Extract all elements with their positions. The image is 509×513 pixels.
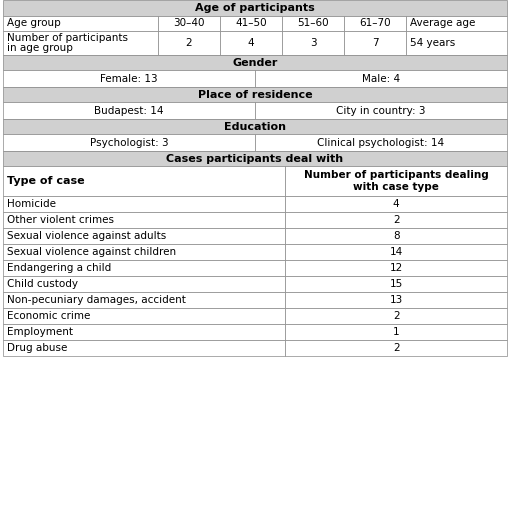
Text: Age of participants: Age of participants xyxy=(195,3,314,13)
Bar xyxy=(3,324,285,340)
Bar xyxy=(3,134,254,151)
Bar xyxy=(158,16,219,31)
Text: Endangering a child: Endangering a child xyxy=(7,263,111,273)
Bar xyxy=(405,31,506,55)
Text: Non-pecuniary damages, accident: Non-pecuniary damages, accident xyxy=(7,295,185,305)
Bar xyxy=(281,31,344,55)
Text: Economic crime: Economic crime xyxy=(7,311,90,321)
Text: 61–70: 61–70 xyxy=(358,18,390,29)
Text: Employment: Employment xyxy=(7,327,73,337)
Text: 8: 8 xyxy=(392,231,399,241)
Text: Sexual violence against adults: Sexual violence against adults xyxy=(7,231,166,241)
Text: Number of participants: Number of participants xyxy=(7,33,128,43)
Bar xyxy=(3,166,285,196)
Bar xyxy=(285,166,506,196)
Text: Psychologist: 3: Psychologist: 3 xyxy=(90,137,168,148)
Text: 12: 12 xyxy=(389,263,402,273)
Bar xyxy=(3,70,254,87)
Bar xyxy=(219,16,281,31)
Bar xyxy=(3,276,285,292)
Bar xyxy=(3,102,254,119)
Text: 14: 14 xyxy=(389,247,402,257)
Bar xyxy=(285,276,506,292)
Bar xyxy=(344,16,405,31)
Bar xyxy=(285,324,506,340)
Text: Male: 4: Male: 4 xyxy=(361,73,399,84)
Bar xyxy=(3,31,158,55)
Text: 3: 3 xyxy=(309,38,316,48)
Text: Sexual violence against children: Sexual violence against children xyxy=(7,247,176,257)
Bar xyxy=(254,134,506,151)
Bar xyxy=(344,31,405,55)
Text: Other violent crimes: Other violent crimes xyxy=(7,215,114,225)
Text: with case type: with case type xyxy=(353,182,438,192)
Text: Number of participants dealing: Number of participants dealing xyxy=(303,170,488,180)
Text: 41–50: 41–50 xyxy=(235,18,266,29)
Text: Education: Education xyxy=(223,122,286,131)
Text: Child custody: Child custody xyxy=(7,279,78,289)
Text: City in country: 3: City in country: 3 xyxy=(335,106,425,115)
Text: Average age: Average age xyxy=(409,18,474,29)
Text: 1: 1 xyxy=(392,327,399,337)
Text: 54 years: 54 years xyxy=(409,38,455,48)
Text: Type of case: Type of case xyxy=(7,176,84,186)
Text: 7: 7 xyxy=(371,38,378,48)
Text: 2: 2 xyxy=(392,343,399,353)
Text: Clinical psychologist: 14: Clinical psychologist: 14 xyxy=(317,137,444,148)
Bar xyxy=(285,292,506,308)
Bar xyxy=(254,70,506,87)
Text: 4: 4 xyxy=(392,199,399,209)
Text: Budapest: 14: Budapest: 14 xyxy=(94,106,163,115)
Text: Homicide: Homicide xyxy=(7,199,56,209)
Text: Gender: Gender xyxy=(232,57,277,68)
Bar xyxy=(3,228,285,244)
Bar xyxy=(285,340,506,356)
Text: 2: 2 xyxy=(392,215,399,225)
Bar xyxy=(3,212,285,228)
Text: Place of residence: Place of residence xyxy=(197,89,312,100)
Text: 51–60: 51–60 xyxy=(297,18,328,29)
Bar xyxy=(3,0,506,16)
Text: Drug abuse: Drug abuse xyxy=(7,343,67,353)
Bar xyxy=(254,102,506,119)
Bar xyxy=(3,119,506,134)
Text: 13: 13 xyxy=(389,295,402,305)
Bar xyxy=(285,196,506,212)
Bar xyxy=(281,16,344,31)
Bar xyxy=(3,340,285,356)
Text: 2: 2 xyxy=(392,311,399,321)
Bar xyxy=(3,196,285,212)
Bar xyxy=(158,31,219,55)
Text: Female: 13: Female: 13 xyxy=(100,73,157,84)
Text: 15: 15 xyxy=(389,279,402,289)
Text: Cases participants deal with: Cases participants deal with xyxy=(166,153,343,164)
Bar xyxy=(3,292,285,308)
Bar xyxy=(219,31,281,55)
Bar xyxy=(3,55,506,70)
Text: 30–40: 30–40 xyxy=(173,18,204,29)
Bar xyxy=(285,212,506,228)
Bar xyxy=(285,228,506,244)
Bar xyxy=(3,16,158,31)
Bar xyxy=(3,87,506,102)
Bar xyxy=(3,308,285,324)
Bar xyxy=(3,260,285,276)
Text: 2: 2 xyxy=(185,38,192,48)
Bar xyxy=(405,16,506,31)
Text: 4: 4 xyxy=(247,38,254,48)
Bar xyxy=(285,260,506,276)
Bar xyxy=(3,151,506,166)
Text: Age group: Age group xyxy=(7,18,61,29)
Text: in age group: in age group xyxy=(7,43,73,53)
Bar xyxy=(285,308,506,324)
Bar xyxy=(285,244,506,260)
Bar xyxy=(3,244,285,260)
